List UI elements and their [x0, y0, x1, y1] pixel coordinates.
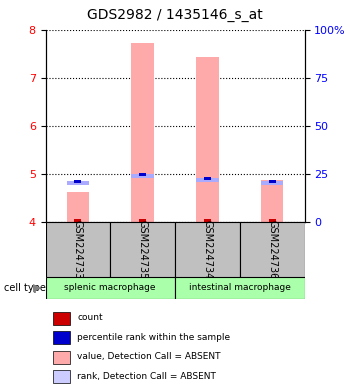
FancyBboxPatch shape [46, 222, 110, 277]
Text: percentile rank within the sample: percentile rank within the sample [77, 333, 230, 342]
Bar [66, 181, 89, 185]
Text: GSM224735: GSM224735 [138, 220, 148, 279]
Text: GSM224736: GSM224736 [267, 220, 277, 279]
Text: rank, Detection Call = ABSENT: rank, Detection Call = ABSENT [77, 372, 216, 381]
Bar [261, 180, 284, 222]
Text: GSM224734: GSM224734 [202, 220, 212, 279]
Bar [196, 178, 219, 182]
Bar [139, 173, 146, 176]
Text: splenic macrophage: splenic macrophage [64, 283, 156, 293]
Bar [204, 219, 211, 222]
Bar [139, 219, 146, 222]
Bar [261, 181, 284, 185]
FancyBboxPatch shape [110, 222, 175, 277]
Bar [52, 312, 70, 324]
Bar [131, 43, 154, 222]
Text: count: count [77, 313, 103, 322]
Text: value, Detection Call = ABSENT: value, Detection Call = ABSENT [77, 352, 220, 361]
Text: ▶: ▶ [33, 283, 42, 293]
FancyBboxPatch shape [46, 277, 175, 299]
Text: GSM224733: GSM224733 [73, 220, 83, 279]
Bar [196, 57, 219, 222]
FancyBboxPatch shape [175, 222, 240, 277]
Bar [52, 331, 70, 344]
FancyBboxPatch shape [175, 277, 304, 299]
Text: intestinal macrophage: intestinal macrophage [189, 283, 291, 293]
FancyBboxPatch shape [240, 222, 304, 277]
Bar [75, 219, 81, 222]
Bar [52, 371, 70, 383]
Bar [131, 174, 154, 178]
Bar [204, 177, 211, 180]
Bar [52, 351, 70, 364]
Text: cell type: cell type [4, 283, 49, 293]
Text: GDS2982 / 1435146_s_at: GDS2982 / 1435146_s_at [87, 8, 263, 22]
Bar [269, 219, 275, 222]
Bar [269, 180, 275, 183]
Bar [66, 192, 89, 222]
Bar [75, 180, 81, 183]
